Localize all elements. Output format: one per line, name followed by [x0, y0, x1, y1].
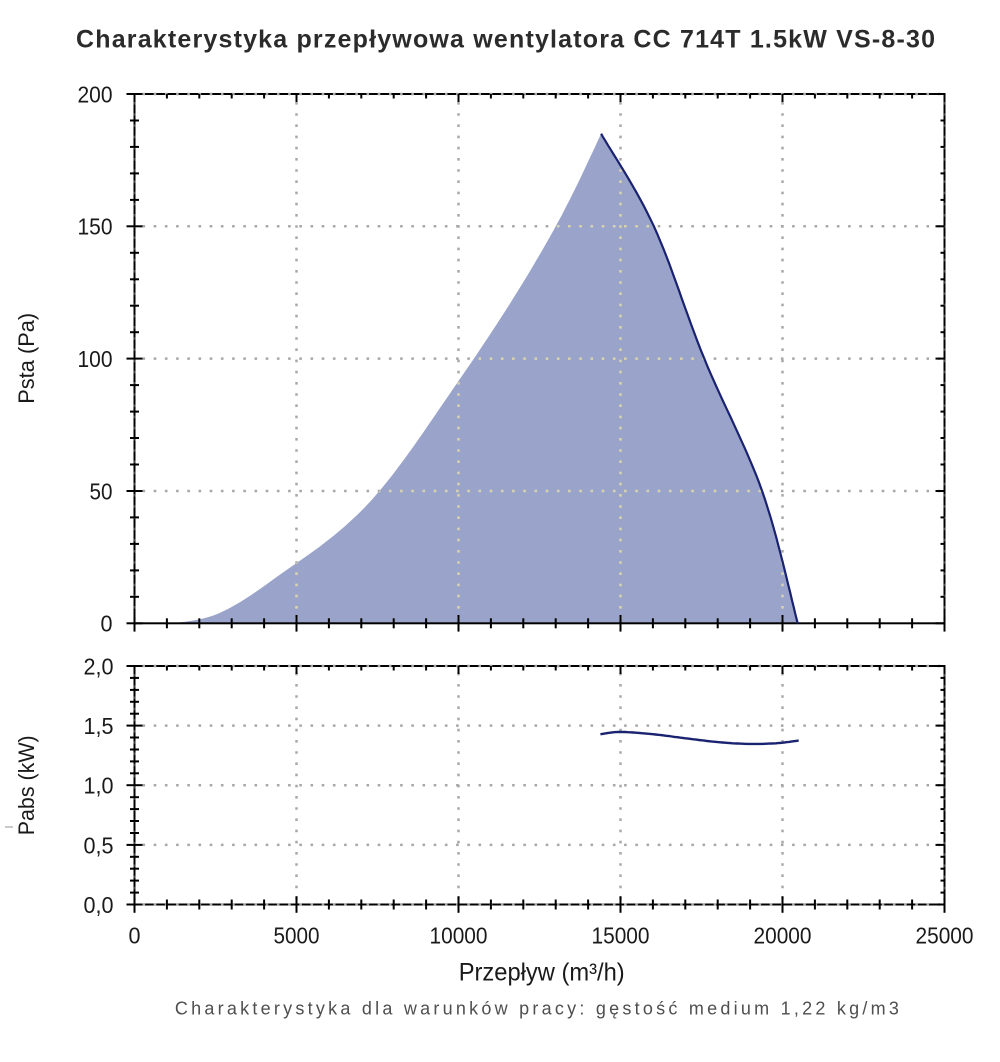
svg-text:0: 0: [129, 923, 141, 949]
svg-text:1,5: 1,5: [84, 713, 114, 739]
svg-text:Psta (Pa): Psta (Pa): [14, 313, 39, 404]
svg-text:1,0: 1,0: [84, 773, 114, 799]
svg-text:5000: 5000: [274, 923, 320, 949]
svg-text:2,0: 2,0: [84, 653, 114, 679]
svg-text:Pabs (kW): Pabs (kW): [14, 735, 39, 835]
svg-text:25000: 25000: [916, 923, 974, 949]
svg-text:Charakterystyka przepływowa we: Charakterystyka przepływowa wentylatora …: [76, 25, 935, 53]
svg-text:10000: 10000: [430, 923, 488, 949]
svg-text:0,5: 0,5: [84, 832, 114, 858]
svg-text:100: 100: [78, 346, 113, 372]
svg-text:0,0: 0,0: [84, 892, 114, 918]
svg-text:Charakterystyka dla warunków p: Charakterystyka dla warunków pracy: gęst…: [175, 998, 899, 1018]
svg-text:50: 50: [90, 478, 113, 504]
svg-text:200: 200: [78, 81, 113, 107]
svg-text:150: 150: [78, 214, 113, 240]
svg-text:15000: 15000: [592, 923, 650, 949]
svg-text:0: 0: [101, 611, 113, 637]
svg-text:20000: 20000: [754, 923, 812, 949]
svg-text:Przepływ (m³/h): Przepływ (m³/h): [459, 959, 625, 987]
